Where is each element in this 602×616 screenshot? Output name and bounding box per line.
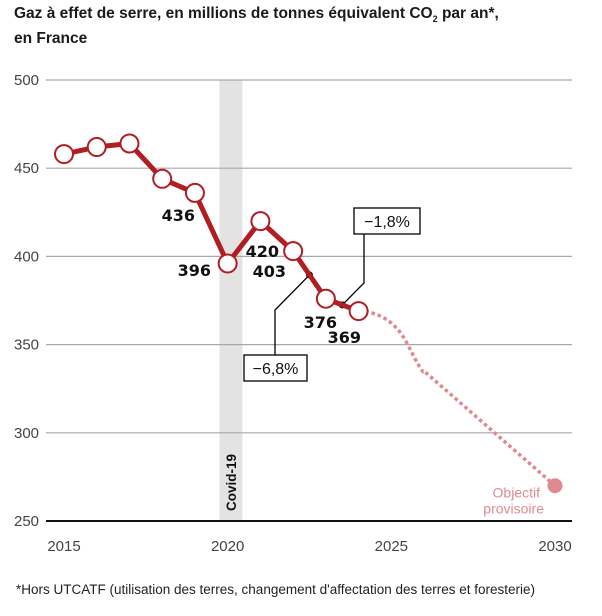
- x-tick-label: 2030: [538, 538, 571, 555]
- data-point: [283, 241, 304, 262]
- footnote: *Hors UTCATF (utilisation des terres, ch…: [16, 582, 536, 597]
- covid-band: [219, 80, 243, 521]
- y-tick-label: 250: [14, 513, 39, 530]
- target-label-line1: Objectif: [493, 485, 541, 501]
- callout-box: [243, 354, 308, 382]
- callout-box: [353, 207, 421, 235]
- data-point: [217, 253, 238, 274]
- y-tick-label: 400: [14, 248, 39, 265]
- data-point: [86, 137, 107, 158]
- data-label: 369: [328, 328, 361, 347]
- chart-title: Gaz à effet de serre, en millions de ton…: [14, 4, 499, 48]
- x-tick-label: 2020: [211, 538, 244, 555]
- title-subscript: 2: [432, 14, 438, 25]
- target-point: [547, 478, 563, 494]
- callout-line: [341, 233, 365, 306]
- target-label-line2: provisoire: [483, 501, 544, 517]
- x-tick-label: 2015: [47, 538, 80, 555]
- data-point: [152, 168, 173, 189]
- callout-text: −1,8%: [364, 214, 410, 231]
- title-line1-post: par an*,: [437, 5, 499, 22]
- emissions-line: [63, 141, 360, 314]
- data-point: [119, 133, 140, 154]
- data-point: [54, 144, 74, 165]
- data-label: 396: [178, 261, 211, 280]
- data-label: 436: [162, 206, 195, 225]
- data-point: [315, 288, 336, 309]
- data-label: 376: [304, 313, 337, 332]
- chart: Covid-19 250 300 350 400 450 500 2015 2020 2025 2…: [14, 72, 572, 555]
- title-line2: en France: [14, 30, 88, 48]
- data-label: 420: [246, 242, 279, 261]
- callout-line: [274, 274, 310, 355]
- callout-text: −6,8%: [253, 361, 299, 378]
- data-point: [348, 301, 369, 322]
- y-tick-label: 450: [14, 160, 39, 177]
- y-tick-label: 300: [14, 425, 39, 442]
- x-tick-label: 2025: [375, 538, 408, 555]
- y-tick-label: 350: [14, 337, 39, 354]
- title-line1-pre: Gaz à effet de serre, en millions de ton…: [14, 5, 433, 22]
- data-point: [184, 182, 205, 203]
- projection-line: [358, 309, 557, 488]
- data-point: [250, 211, 271, 232]
- covid-label: Covid-19: [224, 454, 239, 511]
- y-tick-label: 500: [14, 72, 39, 89]
- data-label: 403: [253, 262, 286, 281]
